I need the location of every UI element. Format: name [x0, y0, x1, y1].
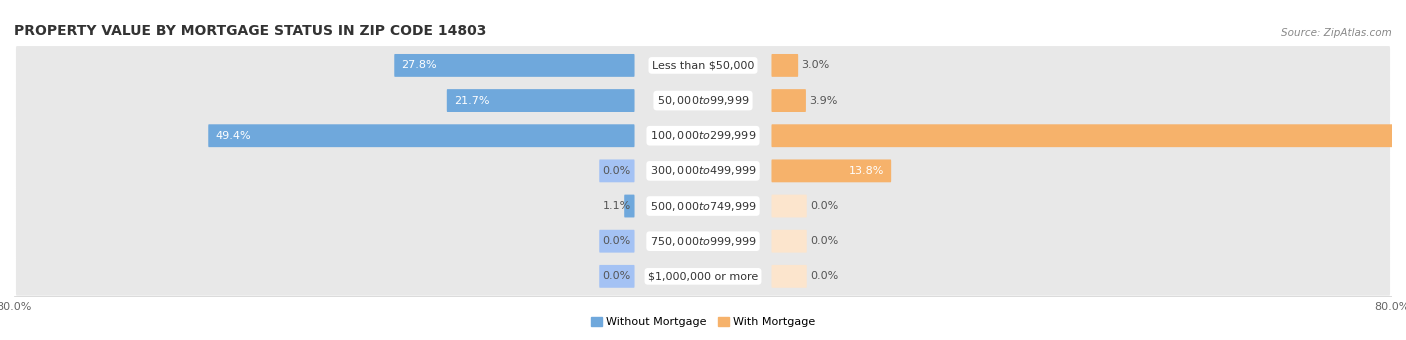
FancyBboxPatch shape [772, 230, 807, 253]
Text: 0.0%: 0.0% [810, 201, 838, 211]
FancyBboxPatch shape [208, 124, 634, 147]
FancyBboxPatch shape [394, 54, 634, 77]
Legend: Without Mortgage, With Mortgage: Without Mortgage, With Mortgage [591, 317, 815, 327]
FancyBboxPatch shape [15, 257, 1391, 296]
FancyBboxPatch shape [15, 81, 1391, 120]
FancyBboxPatch shape [772, 124, 1406, 147]
FancyBboxPatch shape [447, 89, 634, 112]
Text: $300,000 to $499,999: $300,000 to $499,999 [650, 164, 756, 177]
Text: 0.0%: 0.0% [810, 271, 838, 281]
FancyBboxPatch shape [599, 265, 634, 288]
FancyBboxPatch shape [15, 46, 1391, 85]
Text: 13.8%: 13.8% [848, 166, 884, 176]
Text: 21.7%: 21.7% [454, 96, 489, 105]
FancyBboxPatch shape [599, 230, 634, 253]
Text: $500,000 to $749,999: $500,000 to $749,999 [650, 200, 756, 212]
FancyBboxPatch shape [772, 54, 799, 77]
Text: 0.0%: 0.0% [602, 166, 631, 176]
Text: 49.4%: 49.4% [215, 131, 252, 141]
FancyBboxPatch shape [15, 222, 1391, 260]
Text: PROPERTY VALUE BY MORTGAGE STATUS IN ZIP CODE 14803: PROPERTY VALUE BY MORTGAGE STATUS IN ZIP… [14, 24, 486, 38]
FancyBboxPatch shape [772, 265, 807, 288]
Text: 0.0%: 0.0% [602, 236, 631, 246]
Text: 0.0%: 0.0% [810, 236, 838, 246]
Text: 3.0%: 3.0% [801, 61, 830, 70]
FancyBboxPatch shape [15, 116, 1391, 155]
Text: $50,000 to $99,999: $50,000 to $99,999 [657, 94, 749, 107]
FancyBboxPatch shape [772, 89, 806, 112]
Text: 3.9%: 3.9% [808, 96, 838, 105]
FancyBboxPatch shape [15, 187, 1391, 225]
Text: Source: ZipAtlas.com: Source: ZipAtlas.com [1281, 28, 1392, 38]
FancyBboxPatch shape [15, 152, 1391, 190]
Text: Less than $50,000: Less than $50,000 [652, 61, 754, 70]
FancyBboxPatch shape [624, 194, 634, 218]
Text: $1,000,000 or more: $1,000,000 or more [648, 271, 758, 281]
Text: 27.8%: 27.8% [402, 61, 437, 70]
FancyBboxPatch shape [772, 159, 891, 182]
Text: $100,000 to $299,999: $100,000 to $299,999 [650, 129, 756, 142]
Text: 0.0%: 0.0% [602, 271, 631, 281]
Text: 1.1%: 1.1% [602, 201, 631, 211]
FancyBboxPatch shape [599, 159, 634, 182]
Text: $750,000 to $999,999: $750,000 to $999,999 [650, 235, 756, 248]
FancyBboxPatch shape [772, 194, 807, 218]
